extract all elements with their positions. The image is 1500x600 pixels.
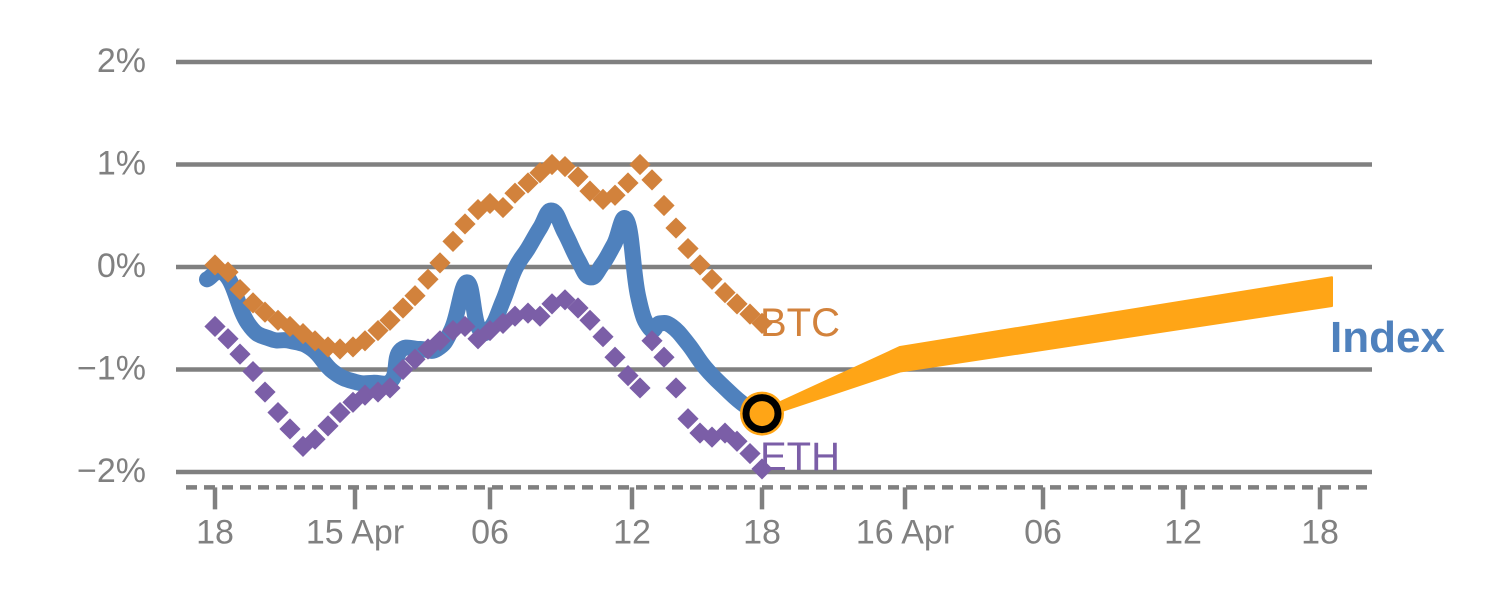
series-dot bbox=[714, 282, 736, 304]
series-dot bbox=[529, 305, 551, 327]
series-index-line bbox=[199, 202, 770, 422]
x-axis-tick-label: 12 bbox=[613, 513, 651, 551]
series-dot bbox=[229, 343, 251, 365]
series-dot bbox=[554, 155, 576, 178]
series-dot bbox=[429, 252, 451, 274]
series-label-eth: ETH bbox=[760, 435, 840, 479]
series-dot bbox=[242, 360, 264, 383]
series-dot bbox=[677, 237, 699, 260]
series-label-index: Index bbox=[1330, 313, 1445, 362]
x-axis-tick-label: 16 Apr bbox=[856, 513, 954, 551]
series-dot bbox=[454, 213, 476, 235]
series-dot bbox=[665, 377, 687, 399]
series-dot bbox=[617, 172, 639, 194]
x-axis-tick-label: 15 Apr bbox=[306, 513, 404, 551]
series-dot bbox=[653, 194, 675, 217]
y-axis-tick-label: −1% bbox=[77, 349, 146, 387]
forecast-anchor-marker bbox=[740, 391, 784, 436]
gridlines-group bbox=[176, 59, 1372, 475]
series-dot bbox=[617, 365, 639, 387]
series-dot bbox=[701, 268, 723, 290]
x-axis-tick-label: 18 bbox=[1301, 513, 1339, 551]
series-dot bbox=[739, 442, 761, 465]
x-axis-tick-label: 06 bbox=[1024, 513, 1062, 551]
series-dot bbox=[267, 401, 289, 424]
series-dot bbox=[579, 309, 601, 331]
series-dot bbox=[653, 346, 675, 368]
series-dot bbox=[689, 254, 711, 276]
series-dot bbox=[567, 166, 589, 188]
series-dot bbox=[279, 418, 301, 440]
series-dot bbox=[541, 153, 563, 176]
series-dot bbox=[629, 377, 651, 399]
series-dot bbox=[604, 184, 626, 206]
series-dot bbox=[567, 297, 589, 319]
x-axis-tick-label: 18 bbox=[743, 513, 781, 551]
x-axis-ticks bbox=[212, 487, 1323, 510]
series-dot bbox=[442, 230, 464, 252]
y-axis-tick-label: 1% bbox=[97, 144, 146, 182]
y-axis-tick-labels: 2% 1% 0% −1% −2% bbox=[77, 42, 146, 490]
series-dot bbox=[641, 169, 663, 191]
forecast-anchor-ring bbox=[742, 394, 782, 434]
series-dot bbox=[417, 268, 439, 290]
x-axis-tick-label: 18 bbox=[196, 513, 234, 551]
series-dot bbox=[254, 381, 276, 403]
series-dot bbox=[665, 217, 687, 239]
forecast-band bbox=[761, 276, 1333, 419]
x-axis-tick-label: 12 bbox=[1164, 513, 1202, 551]
series-labels-group: BTC ETH Index bbox=[760, 301, 1445, 479]
series-label-btc: BTC bbox=[760, 301, 840, 345]
series-dot bbox=[751, 458, 773, 480]
series-dot bbox=[641, 330, 663, 352]
series-dot bbox=[629, 153, 651, 176]
x-axis-tick-labels: 18 15 Apr 06 12 18 16 Apr 06 12 18 bbox=[196, 513, 1339, 551]
series-lines-group bbox=[199, 153, 773, 480]
forecast-band-shape bbox=[761, 276, 1333, 419]
series-dot bbox=[739, 303, 761, 325]
series-dot bbox=[517, 172, 539, 194]
series-dot bbox=[751, 312, 773, 334]
y-axis-tick-label: 2% bbox=[97, 42, 146, 80]
y-axis-tick-label: 0% bbox=[97, 247, 146, 285]
series-dot bbox=[726, 430, 748, 452]
series-dot bbox=[726, 293, 748, 315]
y-axis-tick-label: −2% bbox=[77, 452, 146, 490]
series-dot bbox=[677, 408, 699, 430]
series-dot bbox=[604, 346, 626, 368]
x-axis-tick-label: 06 bbox=[471, 513, 509, 551]
series-dot bbox=[592, 326, 614, 348]
